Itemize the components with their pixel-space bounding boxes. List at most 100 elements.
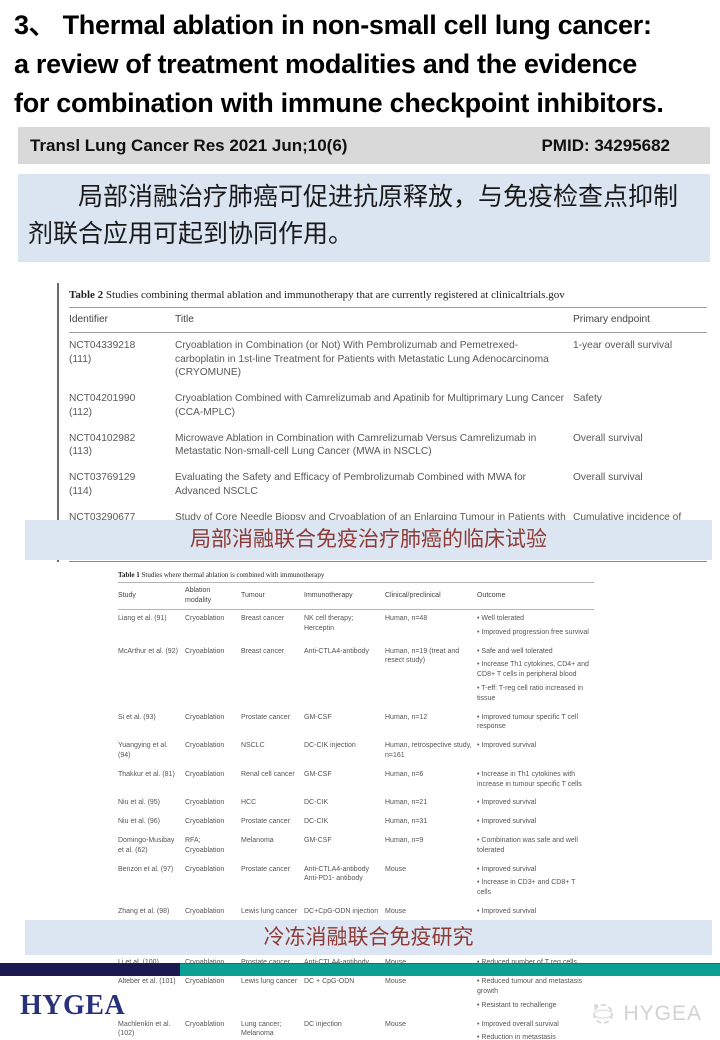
table1-col-tumour: Tumour [241,582,304,610]
table1-col-modality: Ablation modality [185,582,241,610]
table1-cell-study: McArthur et al. (92) [118,647,178,655]
footer-bar-navy-segment [0,963,180,976]
table1-cell-study: Niu et al. (95) [118,799,161,807]
table1-cell-clinical: Mouse [385,865,407,873]
table1-col-study: Study [118,582,185,610]
table2-row: NCT03769129 (114) Evaluating the Safety … [69,465,707,505]
table2-col-title: Title [175,307,573,333]
hygea-logo-right-text: HYGEA [623,1001,702,1025]
table1-cell-immunotherapy: DC + CpG-ODN [304,978,355,986]
table1-cell-clinical: Mouse [385,908,407,916]
table1-cell-modality: Cryoablation [185,1020,225,1028]
table1-cell-tumour: Renal cell cancer [241,770,295,778]
table1-row: Niu et al. (95) Cryoablation HCC DC-CIK … [118,794,594,813]
table1-cell-immunotherapy: DC-CIK [304,799,329,807]
globe-icon [593,1004,614,1024]
table1-cell-outcome: Improved survival [477,794,594,813]
outcome-bullet: Improved survival [477,798,591,808]
table1-cell-study: Alteber et al. (101) [118,978,176,986]
table1-body: Liang et al. (91) Cryoablation Breast ca… [118,609,594,1040]
nct-ref: (112) [69,406,93,418]
table1-cell-immunotherapy: GM-CSF [304,713,332,721]
table1-row: Machlenkin et al. (102) Cryoablation Lun… [118,1015,594,1040]
table1-cell-clinical: Human, retrospective study, n=161 [385,742,472,760]
table1-row: Yuangying et al. (94) Cryoablation NSCLC… [118,737,594,766]
table1-row: Thakkur et al. (81) Cryoablation Renal c… [118,765,594,794]
pmid-label: PMID: 34295682 [541,135,670,155]
table1-cell-tumour: Prostate cancer [241,818,291,826]
table1-cell-clinical: Mouse [385,954,477,973]
table1-col-immunotherapy: Immunotherapy [304,582,385,610]
table1-cell-immunotherapy: Anti-CTLA4-antibody [304,647,369,655]
table1-cell-modality: Cryoablation [185,615,225,623]
table2-caption: Table 2 Studies combining thermal ablati… [69,289,711,301]
table1-cell-modality: RFA; Cryoablation [185,837,225,854]
table1-cell-modality: Cryoablation [185,818,225,826]
table1-cell-clinical: Mouse [385,978,407,986]
footer-bar [0,963,720,976]
table2-cell-identifier: NCT04102982 (113) [69,426,175,466]
outcome-bullet: Improved survival [477,865,591,875]
nct-id: NCT03769129 [69,472,136,484]
table1-cell-clinical: Human, n=31 [385,818,428,826]
table1-cell-clinical: Mouse [385,1020,407,1028]
table1-cell-immunotherapy: Anti-CTLA4-antibody Anti-PD1- antibody [304,865,369,883]
table1-cell-modality: Cryoablation [185,713,225,721]
table1-cell-study: Niu et al. (96) [118,818,161,826]
table1-cell-clinical: Human, n=9 [385,837,424,845]
table1-cell-outcome: Improved overall survival Reduction in me… [477,1015,594,1040]
table1-cell-tumour: NSCLC [241,742,265,750]
table1-cell-study: Benzon et al. (97) [118,865,174,873]
outcome-bullet: Improved survival [477,817,591,827]
nct-id: NCT04102982 [69,432,136,444]
table1-cell-immunotherapy: DC-CIK [304,818,329,826]
table1-row: Benzon et al. (97) Cryoablation Prostate… [118,860,594,902]
outcome-bullet: Reduced tumour and metastasis growth [477,977,591,997]
table1-cell-modality: Cryoablation [185,978,225,986]
table2-caption-text: Studies combining thermal ablation and i… [103,289,565,301]
table1-cell-immunotherapy: NK cell therapy; Herceptin [304,615,354,632]
table1-cell-study: Thakkur et al. (81) [118,770,175,778]
hygea-logo-right: HYGEA [589,1000,702,1027]
table1-cell-outcome: Improved survival Increase in CD3+ and CD… [477,860,594,902]
table1-cell-immunotherapy: GM-CSF [304,770,332,778]
table1-cell-tumour: Prostate cancer [241,865,291,873]
banner-cryo-immune: 冷冻消融联合免疫研究 [25,920,712,955]
table2-col-identifier: Identifier [69,307,175,333]
table1-cell-modality: Cryoablation [185,647,225,655]
table2-cell-endpoint: Safety [573,393,602,405]
table1-cell-tumour: Breast cancer [241,647,285,655]
outcome-bullet: Increase in CD3+ and CD8+ T cells [477,878,591,898]
table1-cell-tumour: Prostate cancer [241,954,304,973]
table2-row: NCT04201990 (112) Cryoablation Combined … [69,386,707,426]
table1-cell-clinical: Human, n=12 [385,713,428,721]
table2-cell-endpoint: Overall survival [573,472,643,484]
table2-cell-endpoint: 1-year overall survival [573,339,673,351]
table1-figure: Table 1 Studies where thermal ablation i… [118,571,594,1040]
table1-cell-modality: Cryoablation [185,770,225,778]
table1-cell-study: Zhang et al. (98) [118,908,170,916]
table1-cell-study: Machlenkin et al. (102) [118,1020,171,1038]
summary-text: 局部消融治疗肺癌可促进抗原释放，与免疫检查点抑制剂联合应用可起到协同作用。 [18,174,710,262]
table1-cell-modality: Cryoablation [185,742,225,750]
table1-cell-outcome: Reduced tumour and metastasis growth Resi… [477,973,594,1015]
table1-row: Liang et al. (91) Cryoablation Breast ca… [118,609,594,642]
table1-cell-immunotherapy: DC-CIK injection [304,742,356,750]
table2-cell-identifier: NCT03769129 (114) [69,465,175,505]
table2-row: NCT04102982 (113) Microwave Ablation in … [69,426,707,466]
table1-row: Domingo-Musibay et al. (62) RFA; Cryoabl… [118,832,594,861]
outcome-bullet: Improved survival [477,907,591,917]
outcome-bullet: Increase in Th1 cytokines with increase … [477,770,591,790]
table1: Study Ablation modality Tumour Immunothe… [118,582,594,1040]
table1-col-outcome: Outcome [477,582,594,610]
table1-cell-tumour: HCC [241,799,257,807]
table2-cell-endpoint: Overall survival [573,432,643,444]
outcome-bullet: T-eff: T-reg cell ratio increased in tis… [477,684,591,704]
outcome-bullet: Resistant to rechallenge [477,1001,591,1011]
table1-cell-outcome: Safe and well tolerated Increase Th1 cyto… [477,642,594,708]
footer-bar-teal-segment [180,963,720,976]
table1-row: Niu et al. (96) Cryoablation Prostate ca… [118,813,594,832]
table1-cell-outcome: Improved tumour specific T cell response [477,708,594,737]
table1-cell-clinical: Human, n=19 (treat and resect study) [385,647,460,665]
